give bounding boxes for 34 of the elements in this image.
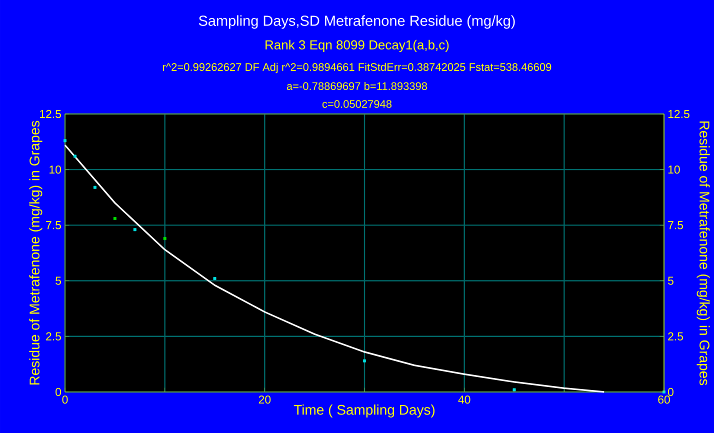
point: [363, 359, 366, 362]
y2-tick-label: 12.5: [668, 110, 690, 118]
x-tick-label: 40: [458, 396, 470, 404]
y-tick-label: 12.5: [40, 110, 61, 118]
y-tick-label: 2.5: [46, 332, 61, 340]
line-series: [64, 144, 605, 393]
y-tick-label: 5: [56, 276, 61, 285]
y2-tick-label: 5: [668, 276, 674, 285]
y2-tick-label: 2.5: [668, 332, 684, 340]
text: c=0.05027948: [322, 100, 392, 108]
y-axis-title: Residue of Metrafenone (mg/kg) in Grapes: [29, 120, 42, 385]
x-tick-label: 20: [258, 396, 271, 404]
x-axis-title: Time ( Sampling Days): [294, 404, 435, 418]
point: [64, 139, 67, 142]
point: [213, 277, 216, 280]
chart-subtitle: Rank 3 Eqn 8099 Decay1(a,b,c): [266, 40, 449, 52]
point: [93, 186, 96, 189]
point: [133, 228, 136, 232]
y2-axis-title: Residue of Metrafenone (mg/kg) in Grapes: [696, 121, 710, 386]
point: [512, 388, 516, 392]
point: [163, 237, 166, 240]
y-tick-label: 0: [56, 388, 62, 396]
point: [113, 217, 116, 220]
text: a=-0.78869697 b=11.893398: [286, 82, 428, 90]
x-tick-label: 60: [658, 396, 670, 404]
y2-tick-label: 10: [668, 166, 680, 174]
x-tick-label: 0: [62, 396, 68, 404]
point: [73, 154, 76, 158]
y2-tick-label: 7.5: [668, 221, 684, 230]
chart-title: Sampling Days,SD Metrafenone Residue (mg/kg): [198, 15, 515, 29]
y2-tick-label: 0: [668, 388, 674, 396]
text: r^2=0.99262627 DF Adj r^2=0.9894661 FitStdErr=0.38742025 Fstat=538.46609: [162, 62, 552, 74]
y-tick-label: 7.5: [46, 221, 61, 230]
y-tick-label: 10: [50, 166, 62, 174]
